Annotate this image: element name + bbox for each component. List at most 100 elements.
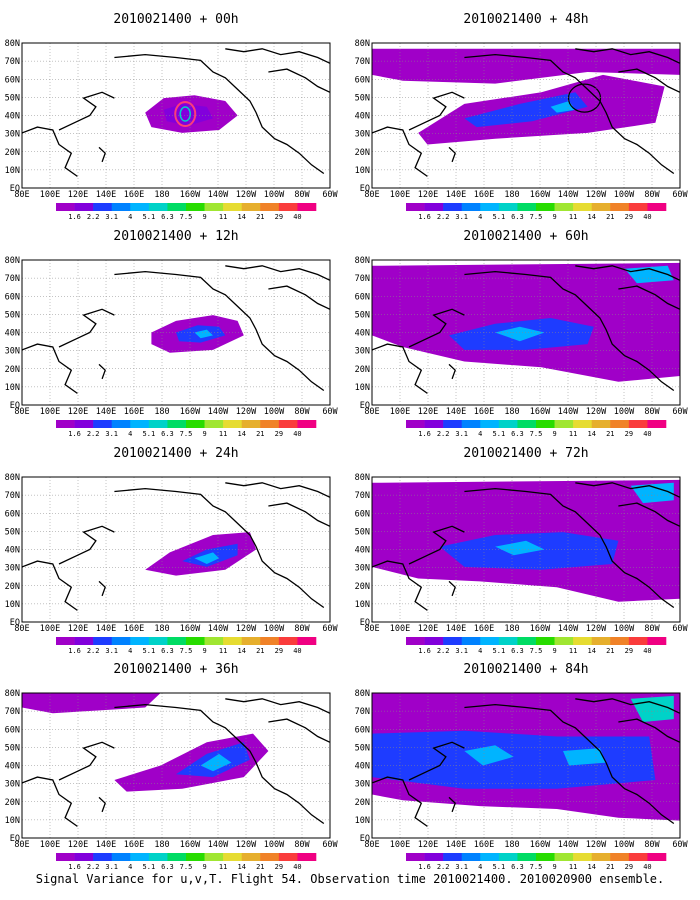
latitude-label: 20N xyxy=(355,582,370,592)
colorbar-label: 29 xyxy=(275,213,283,221)
colorbar-label: 21 xyxy=(256,863,264,871)
colorbar-label: 21 xyxy=(606,430,614,438)
longitude-label: 100E xyxy=(390,840,410,850)
colorbar-label: 2.2 xyxy=(87,647,100,655)
latitude-label: 20N xyxy=(5,582,20,592)
colorbar-swatch xyxy=(610,203,630,211)
colorbar-swatch xyxy=(56,853,75,861)
colorbar-swatch xyxy=(591,637,611,645)
coastlines xyxy=(22,48,330,177)
colorbar-swatch xyxy=(591,420,611,428)
graticule xyxy=(372,43,680,188)
latitude-label: 20N xyxy=(355,798,370,808)
longitude-label: 140W xyxy=(208,407,229,417)
coastlines xyxy=(372,698,680,827)
colorbar-swatch xyxy=(297,637,317,645)
colorbar-label: 14 xyxy=(587,647,595,655)
coastline xyxy=(22,560,78,611)
colorbar-label: 3.1 xyxy=(455,647,468,655)
colorbar-label: 3.1 xyxy=(455,430,468,438)
colorbar-swatch xyxy=(186,203,205,211)
longitude-label: 60W xyxy=(322,840,338,850)
colorbar-label: 6.3 xyxy=(511,863,524,871)
colorbar-swatch xyxy=(610,420,630,428)
colorbar-label: 6.3 xyxy=(161,430,174,438)
latitude-label: 20N xyxy=(5,798,20,808)
colorbar-label: 2.2 xyxy=(437,430,450,438)
coastline xyxy=(464,487,675,609)
colorbar-swatch xyxy=(647,420,667,428)
longitude-label: 80W xyxy=(644,407,660,417)
colorbar-swatch xyxy=(204,420,224,428)
panel-title: 2010021400 + 72h xyxy=(463,446,588,461)
colorbar-swatch xyxy=(278,853,298,861)
latitude-label: EQ xyxy=(10,834,20,844)
longitude-label: 120W xyxy=(236,624,257,634)
colorbar-label: 9 xyxy=(552,430,556,438)
colorbar-label: 11 xyxy=(219,213,227,221)
longitude-label: 120W xyxy=(236,840,257,850)
colorbar-label: 4 xyxy=(128,213,132,221)
observation-core xyxy=(179,106,191,122)
longitude-label: 180 xyxy=(154,840,169,850)
colorbar-swatch xyxy=(536,637,555,645)
coastline xyxy=(372,560,428,611)
colorbar-swatch xyxy=(610,853,630,861)
latitude-label: 20N xyxy=(355,365,370,375)
colorbar-swatch xyxy=(56,203,75,211)
colorbar-swatch xyxy=(424,420,444,428)
latitude-label: 60N xyxy=(5,509,20,519)
longitude-label: 160W xyxy=(180,407,201,417)
longitude-label: 100W xyxy=(264,840,285,850)
longitude-label: 100E xyxy=(40,407,60,417)
colorbar-label: 40 xyxy=(293,430,301,438)
coastline xyxy=(448,796,456,813)
colorbar-swatch xyxy=(647,203,667,211)
colorbar-swatch xyxy=(480,853,500,861)
longitude-label: 100E xyxy=(40,624,60,634)
colorbar-swatch xyxy=(554,203,574,211)
longitude-label: 80E xyxy=(14,407,29,417)
panel-title: 2010021400 + 00h xyxy=(113,12,238,27)
colorbar-swatch xyxy=(480,637,500,645)
coastline xyxy=(268,718,330,743)
latitude-label: 30N xyxy=(5,130,20,140)
colorbar-label: 5.1 xyxy=(493,430,506,438)
colorbar: 1.6 2.2 3.1 4 5.1 6.3 7.5 9 11 14 21 29 40 xyxy=(56,203,317,221)
longitude-label: 140W xyxy=(558,624,579,634)
longitude-label: 80W xyxy=(644,840,660,850)
colorbar-label: 4 xyxy=(128,647,132,655)
colorbar-label: 21 xyxy=(606,647,614,655)
longitude-label: 160E xyxy=(474,840,494,850)
latitude-label: EQ xyxy=(10,184,20,194)
longitude-label: 180 xyxy=(504,190,519,200)
colorbar-label: 40 xyxy=(643,863,651,871)
colorbar-label: 40 xyxy=(643,430,651,438)
colorbar-label: 11 xyxy=(219,647,227,655)
colorbar-label: 9 xyxy=(552,863,556,871)
colorbar-swatch xyxy=(74,203,94,211)
map-frame xyxy=(21,692,331,839)
colorbar-swatch xyxy=(406,203,425,211)
colorbar-swatch xyxy=(498,203,518,211)
coastline xyxy=(114,487,325,609)
colorbar-swatch xyxy=(278,203,298,211)
latitude-label: 70N xyxy=(5,491,20,501)
colorbar-swatch xyxy=(517,637,537,645)
colorbar-label: 2.2 xyxy=(87,430,100,438)
colorbar-swatch xyxy=(628,853,648,861)
variance-region xyxy=(495,540,545,556)
colorbar-swatch xyxy=(647,853,667,861)
map-frame xyxy=(371,259,681,406)
longitude-label: 160W xyxy=(180,624,201,634)
coastline xyxy=(372,343,428,394)
colorbar-swatch xyxy=(74,853,94,861)
colorbar-label: 11 xyxy=(569,430,577,438)
colorbar-swatch xyxy=(204,637,224,645)
colorbar-swatch xyxy=(297,203,317,211)
colorbar-label: 5.1 xyxy=(493,213,506,221)
latitude-label: 10N xyxy=(5,816,20,826)
coastline xyxy=(575,48,680,64)
longitude-label: 120E xyxy=(418,190,438,200)
colorbar-label: 2.2 xyxy=(87,213,100,221)
